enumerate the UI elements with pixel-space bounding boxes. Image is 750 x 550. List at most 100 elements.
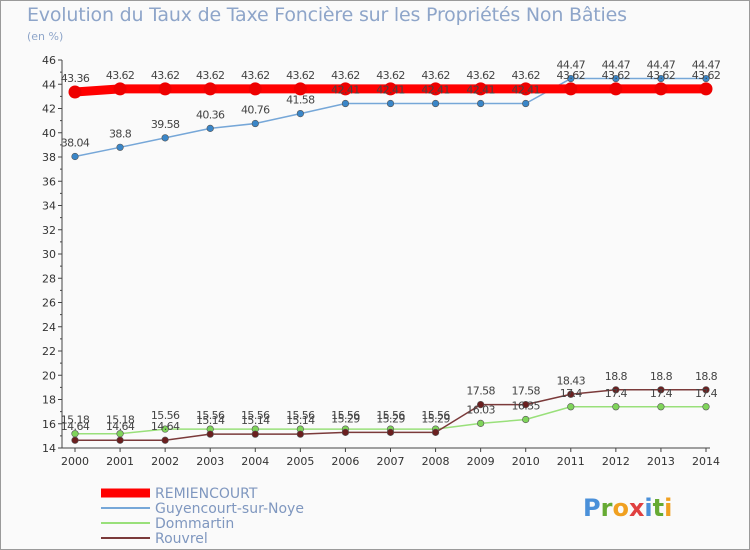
legend-label: Dommartin (155, 516, 234, 532)
data-label: 40.36 (196, 108, 225, 121)
data-point (338, 82, 352, 96)
y-tick-label: 40 (42, 127, 56, 140)
data-label: 14.64 (61, 420, 90, 433)
x-tick-label: 2008 (422, 455, 450, 468)
y-tick-label: 42 (42, 103, 56, 116)
y-tick-label: 32 (42, 224, 56, 237)
data-point (612, 74, 620, 83)
data-point (206, 430, 214, 438)
data-label: 42.41 (421, 84, 450, 97)
data-label: 15.56 (151, 409, 180, 422)
x-tick-label: 2007 (377, 455, 405, 468)
data-label: 42.41 (511, 84, 540, 97)
data-label: 18.8 (605, 370, 628, 383)
data-point (251, 430, 259, 438)
data-point (657, 403, 665, 411)
y-tick-label: 38 (42, 151, 56, 164)
data-point (519, 82, 533, 96)
chart-title: Evolution du Taux de Taxe Foncière sur l… (27, 4, 627, 26)
y-tick-label: 22 (42, 345, 56, 358)
data-point (702, 386, 710, 394)
data-point (612, 386, 620, 394)
x-tick-label: 2002 (151, 455, 179, 468)
data-label: 43.62 (241, 69, 270, 82)
data-label: 17.4 (560, 387, 583, 400)
data-label: 43.62 (151, 69, 180, 82)
data-label: 44.47 (602, 59, 631, 72)
data-label: 43.62 (376, 69, 405, 82)
svg-text:Proxiti: Proxiti (583, 494, 672, 522)
data-point (431, 428, 440, 436)
data-label: 44.47 (557, 59, 586, 72)
data-label: 16.35 (511, 400, 540, 413)
data-point (296, 109, 304, 118)
data-label: 15.18 (106, 414, 135, 427)
data-label: 43.62 (286, 69, 315, 82)
y-tick-label: 26 (42, 297, 56, 310)
data-point (477, 99, 485, 108)
data-point (203, 82, 217, 96)
data-label: 15.29 (331, 412, 360, 425)
data-label: 43.62 (511, 69, 540, 82)
data-point (68, 85, 82, 99)
data-label: 43.62 (106, 69, 135, 82)
legend-label: Guyencourt-sur-Noye (155, 501, 304, 517)
data-label: 38.04 (61, 137, 90, 150)
data-label: 17.4 (695, 387, 718, 400)
y-tick-label: 44 (42, 78, 56, 91)
proxiti-logo: Proxiti (583, 494, 672, 522)
x-tick-label: 2003 (196, 455, 224, 468)
data-point (429, 82, 443, 96)
data-label: 40.76 (241, 104, 270, 117)
y-tick-label: 34 (42, 200, 56, 213)
data-point (522, 415, 530, 424)
y-tick-label: 18 (42, 394, 56, 407)
chart-subtitle: (en %) (27, 30, 64, 43)
data-label: 17.58 (466, 385, 495, 398)
data-point (116, 143, 124, 151)
data-label: 42.41 (376, 84, 405, 97)
data-label: 15.29 (376, 412, 405, 425)
data-label: 43.62 (196, 69, 225, 82)
data-label: 44.47 (692, 59, 721, 72)
data-point (609, 82, 623, 96)
data-point (71, 436, 79, 444)
data-point (702, 74, 710, 83)
data-point (341, 428, 350, 436)
data-label: 16.03 (466, 403, 495, 416)
data-point (564, 82, 578, 96)
x-tick-label: 2012 (602, 455, 630, 468)
data-point (206, 124, 214, 132)
data-label: 17.4 (650, 387, 673, 400)
y-tick-label: 24 (42, 321, 56, 334)
data-label: 14.64 (106, 420, 135, 433)
data-point (113, 82, 127, 96)
data-label: 43.62 (421, 69, 450, 82)
data-point (384, 82, 397, 96)
y-tick-label: 16 (42, 418, 56, 431)
legend-label: REMIENCOURT (155, 486, 258, 502)
data-point (341, 99, 350, 108)
data-label: 15.14 (286, 414, 315, 427)
y-tick-label: 30 (42, 248, 56, 261)
data-point (567, 74, 575, 83)
data-label: 43.62 (557, 69, 586, 82)
data-label: 43.62 (692, 69, 721, 82)
data-label: 41.58 (286, 94, 315, 107)
data-point (477, 400, 485, 409)
x-tick-label: 2013 (647, 455, 675, 468)
data-label: 15.29 (421, 412, 450, 425)
data-point (386, 428, 395, 436)
x-tick-label: 2010 (512, 455, 540, 468)
data-label: 17.58 (511, 385, 540, 398)
data-point (293, 82, 307, 96)
x-tick-label: 2001 (106, 455, 134, 468)
y-tick-label: 28 (42, 272, 56, 285)
data-point (116, 436, 124, 444)
data-point (161, 134, 169, 142)
data-point (612, 403, 620, 411)
data-label: 42.41 (466, 84, 495, 97)
x-tick-label: 2004 (241, 455, 269, 468)
data-point (567, 403, 575, 411)
